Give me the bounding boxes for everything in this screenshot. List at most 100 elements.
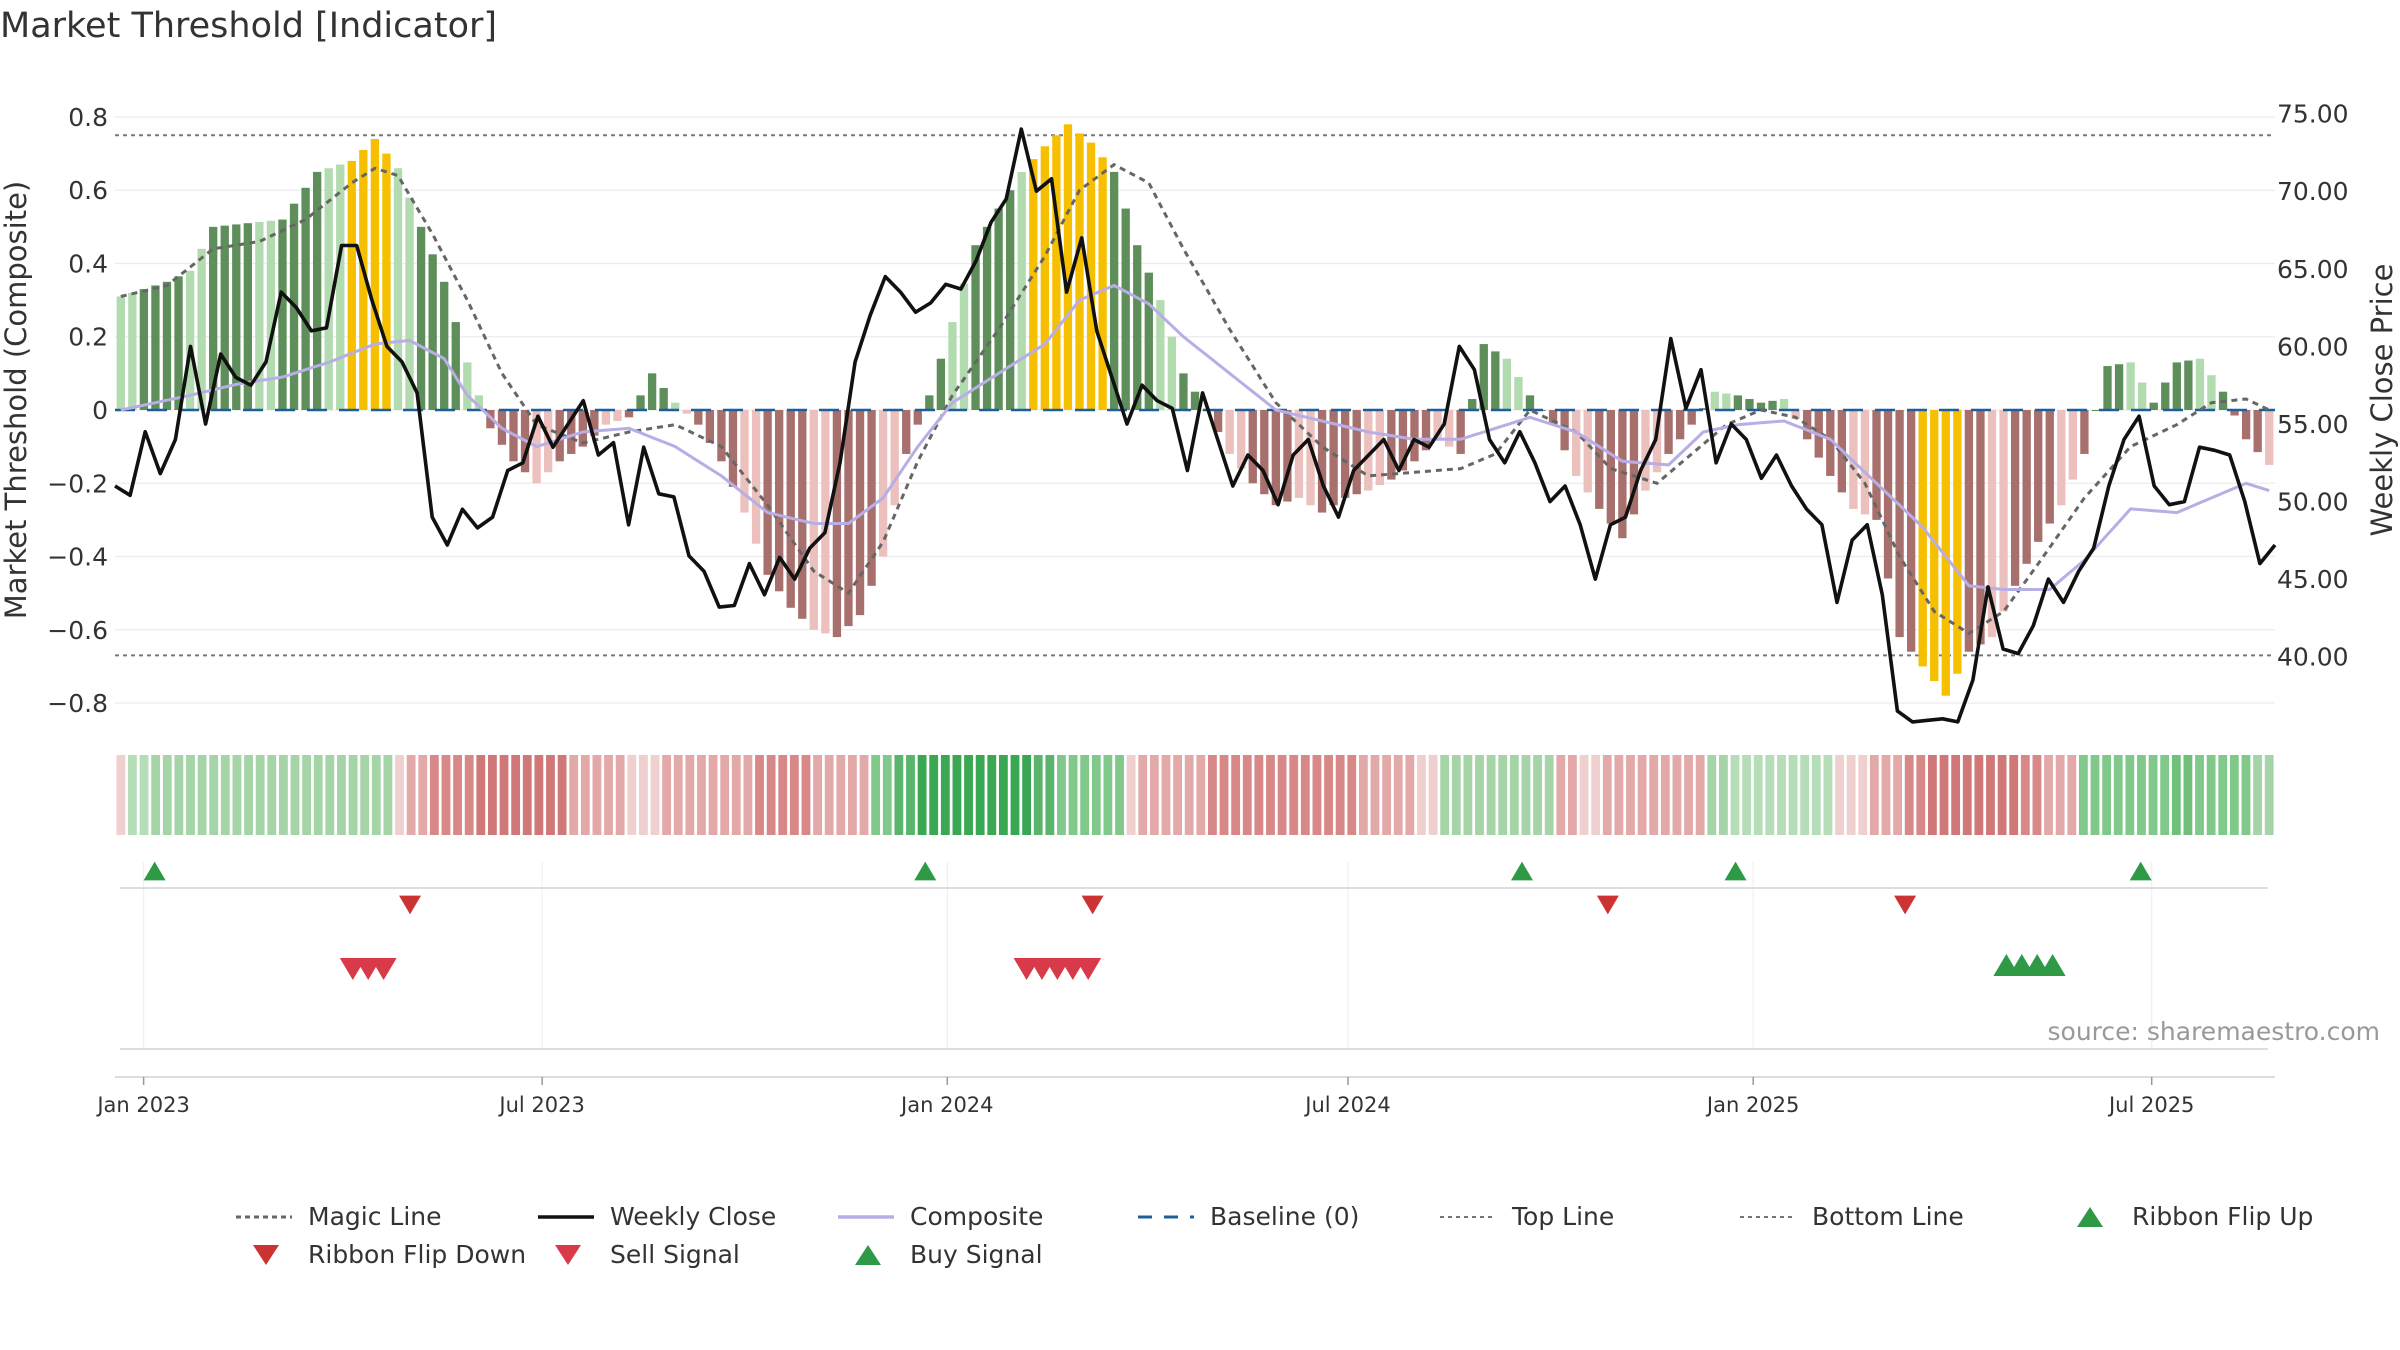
ribbon-cell — [1858, 755, 1868, 835]
ribbon-cell — [1742, 755, 1752, 835]
composite-bar — [2034, 410, 2043, 542]
ribbon-cell — [1463, 755, 1473, 835]
ribbon-cell — [964, 755, 973, 835]
ribbon-cell — [1173, 755, 1182, 835]
ribbon-cell — [2183, 755, 2193, 835]
composite-bar — [1317, 410, 1327, 513]
ribbon-cell — [302, 755, 312, 835]
legend-swatch — [253, 1245, 279, 1265]
composite-bar — [1052, 135, 1061, 410]
composite-bar — [1456, 410, 1465, 454]
composite-bar — [878, 410, 888, 557]
ribbon-cell — [1417, 755, 1426, 835]
composite-bar — [1086, 142, 1096, 410]
magic-line — [120, 162, 2270, 636]
composite-bar — [1341, 410, 1350, 498]
composite-bar — [890, 410, 899, 506]
composite-bar — [2080, 410, 2089, 454]
composite-bar — [2010, 410, 2020, 586]
ribbon-cell — [720, 755, 730, 835]
composite-bar — [2161, 382, 2170, 410]
ribbon-cell — [766, 755, 776, 835]
composite-bar — [428, 254, 437, 410]
ribbon-cell — [522, 755, 532, 835]
composite-bar — [2230, 410, 2239, 416]
ribbon-cell — [534, 755, 544, 835]
ribbon-cell — [1080, 755, 1090, 835]
ribbon-cell — [2241, 755, 2251, 835]
composite-bar — [1029, 159, 1038, 410]
composite-bar — [1699, 408, 1708, 410]
composite-bar — [2068, 410, 2078, 480]
ribbon-cell — [313, 755, 323, 835]
legend-label: Bottom Line — [1812, 1202, 1964, 1231]
composite-bar — [359, 149, 368, 410]
composite-bar — [1745, 399, 1754, 410]
ribbon-cell — [789, 755, 799, 835]
composite-bar — [913, 410, 922, 425]
ribbon-cell — [1393, 755, 1403, 835]
composite-bar — [1306, 410, 1315, 506]
composite-bar — [474, 395, 484, 410]
composite-bar — [567, 410, 576, 454]
composite-bar — [1906, 410, 1916, 652]
y2-tick-label: 60.00 — [2277, 332, 2349, 361]
ribbon-cell — [731, 755, 741, 835]
ribbon-cell — [1382, 755, 1392, 835]
composite-bar — [1953, 410, 1962, 674]
ribbon-cell — [580, 755, 590, 835]
composite-bar — [1525, 395, 1535, 410]
composite-bar — [1560, 410, 1569, 451]
composite-bar — [1098, 157, 1107, 410]
ribbon-cell — [638, 755, 648, 835]
y2-tick-label: 55.00 — [2277, 410, 2349, 439]
composite-bar — [1387, 410, 1396, 480]
ribbon-cell — [859, 755, 869, 835]
ribbon-cell — [1010, 755, 1020, 835]
legend-label: Composite — [910, 1202, 1043, 1231]
ribbon-cell — [325, 755, 335, 835]
composite-bar — [1860, 410, 1870, 515]
sell-signal-marker — [370, 957, 397, 981]
y-tick-label: −0.4 — [47, 543, 108, 572]
weekly-close-line — [114, 127, 2277, 724]
y2-tick-label: 75.00 — [2277, 100, 2349, 129]
ribbon-cell — [592, 755, 602, 835]
composite-bar — [855, 410, 865, 616]
ribbon-cell — [1591, 755, 1601, 835]
composite-bar — [2253, 410, 2262, 453]
ribbon-cell — [2160, 755, 2170, 835]
ribbon-cell — [1951, 755, 1961, 835]
ribbon-cell — [1277, 755, 1287, 835]
legend-composite: Composite — [838, 1202, 1043, 1231]
ribbon-cell — [1904, 755, 1914, 835]
ribbon-cell — [1893, 755, 1902, 835]
ribbon-cell — [1800, 755, 1810, 835]
composite-bar — [902, 410, 911, 454]
ribbon-cell — [1533, 755, 1542, 835]
ribbon-cell — [673, 755, 683, 835]
y-tick-label: 0.6 — [68, 176, 108, 205]
ribbon-cell — [116, 755, 126, 835]
composite-bar — [2091, 410, 2101, 411]
legend: Magic Line Weekly Close Composite Baseline … — [236, 1202, 2313, 1269]
ribbon-cell — [441, 755, 451, 835]
composite-bar — [786, 410, 795, 608]
x-axis: Jan 2023 Jul 2023 Jan 2024 Jul 2024 Jan 2025… — [95, 1077, 2194, 1117]
ribbon-cell — [1649, 755, 1659, 835]
ribbon-cell — [2125, 755, 2135, 835]
composite-bar — [2022, 410, 2031, 564]
ribbon-flip-up-marker — [2129, 861, 2152, 881]
x-tick-label: Jul 2025 — [2107, 1093, 2194, 1117]
composite-bar — [1109, 171, 1119, 410]
composite-bar — [601, 410, 611, 425]
ribbon-flip-down-marker — [1596, 895, 1619, 915]
ribbon-cell — [1219, 755, 1229, 835]
ribbon-flip-up-marker — [1510, 861, 1533, 881]
ribbon-cell — [232, 755, 242, 835]
y-tick-label: −0.8 — [47, 689, 108, 718]
ribbon-cell — [220, 755, 230, 835]
composite-bar — [440, 281, 449, 410]
legend-label: Ribbon Flip Up — [2132, 1202, 2313, 1231]
composite-bar — [1063, 124, 1073, 411]
